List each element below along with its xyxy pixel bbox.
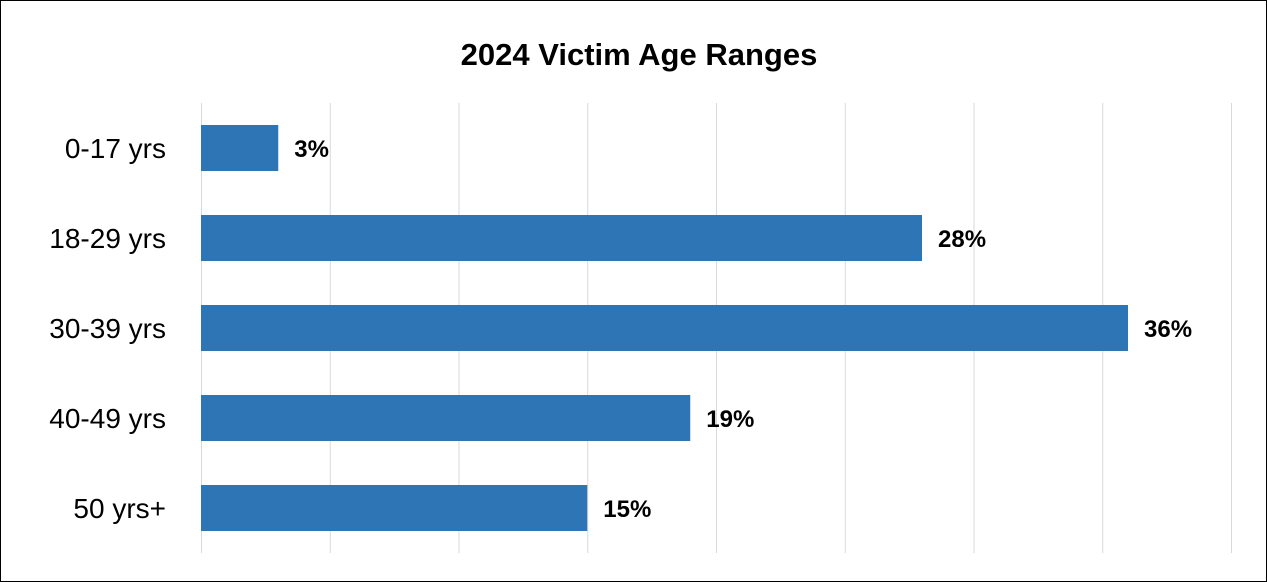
category-label: 30-39 yrs [49, 313, 166, 344]
bar [201, 305, 1128, 351]
category-label: 0-17 yrs [65, 133, 166, 164]
chart-title: 2024 Victim Age Ranges [461, 37, 818, 72]
data-label: 15% [603, 496, 651, 523]
category-labels: 0-17 yrs 18-29 yrs 30-39 yrs 40-49 yrs 50 yr… [49, 133, 166, 524]
category-label: 50 yrs+ [73, 493, 166, 524]
data-labels: 3% 28% 36% 19% 15% [294, 136, 1192, 523]
category-label: 18-29 yrs [49, 223, 166, 254]
bar [201, 215, 922, 261]
data-label: 3% [294, 136, 329, 163]
bar [201, 485, 588, 531]
data-label: 19% [706, 406, 754, 433]
bar [201, 125, 279, 171]
bar [201, 395, 691, 441]
bars [201, 125, 1128, 531]
data-label: 36% [1144, 316, 1192, 343]
category-label: 40-49 yrs [49, 403, 166, 434]
data-label: 28% [938, 226, 986, 253]
